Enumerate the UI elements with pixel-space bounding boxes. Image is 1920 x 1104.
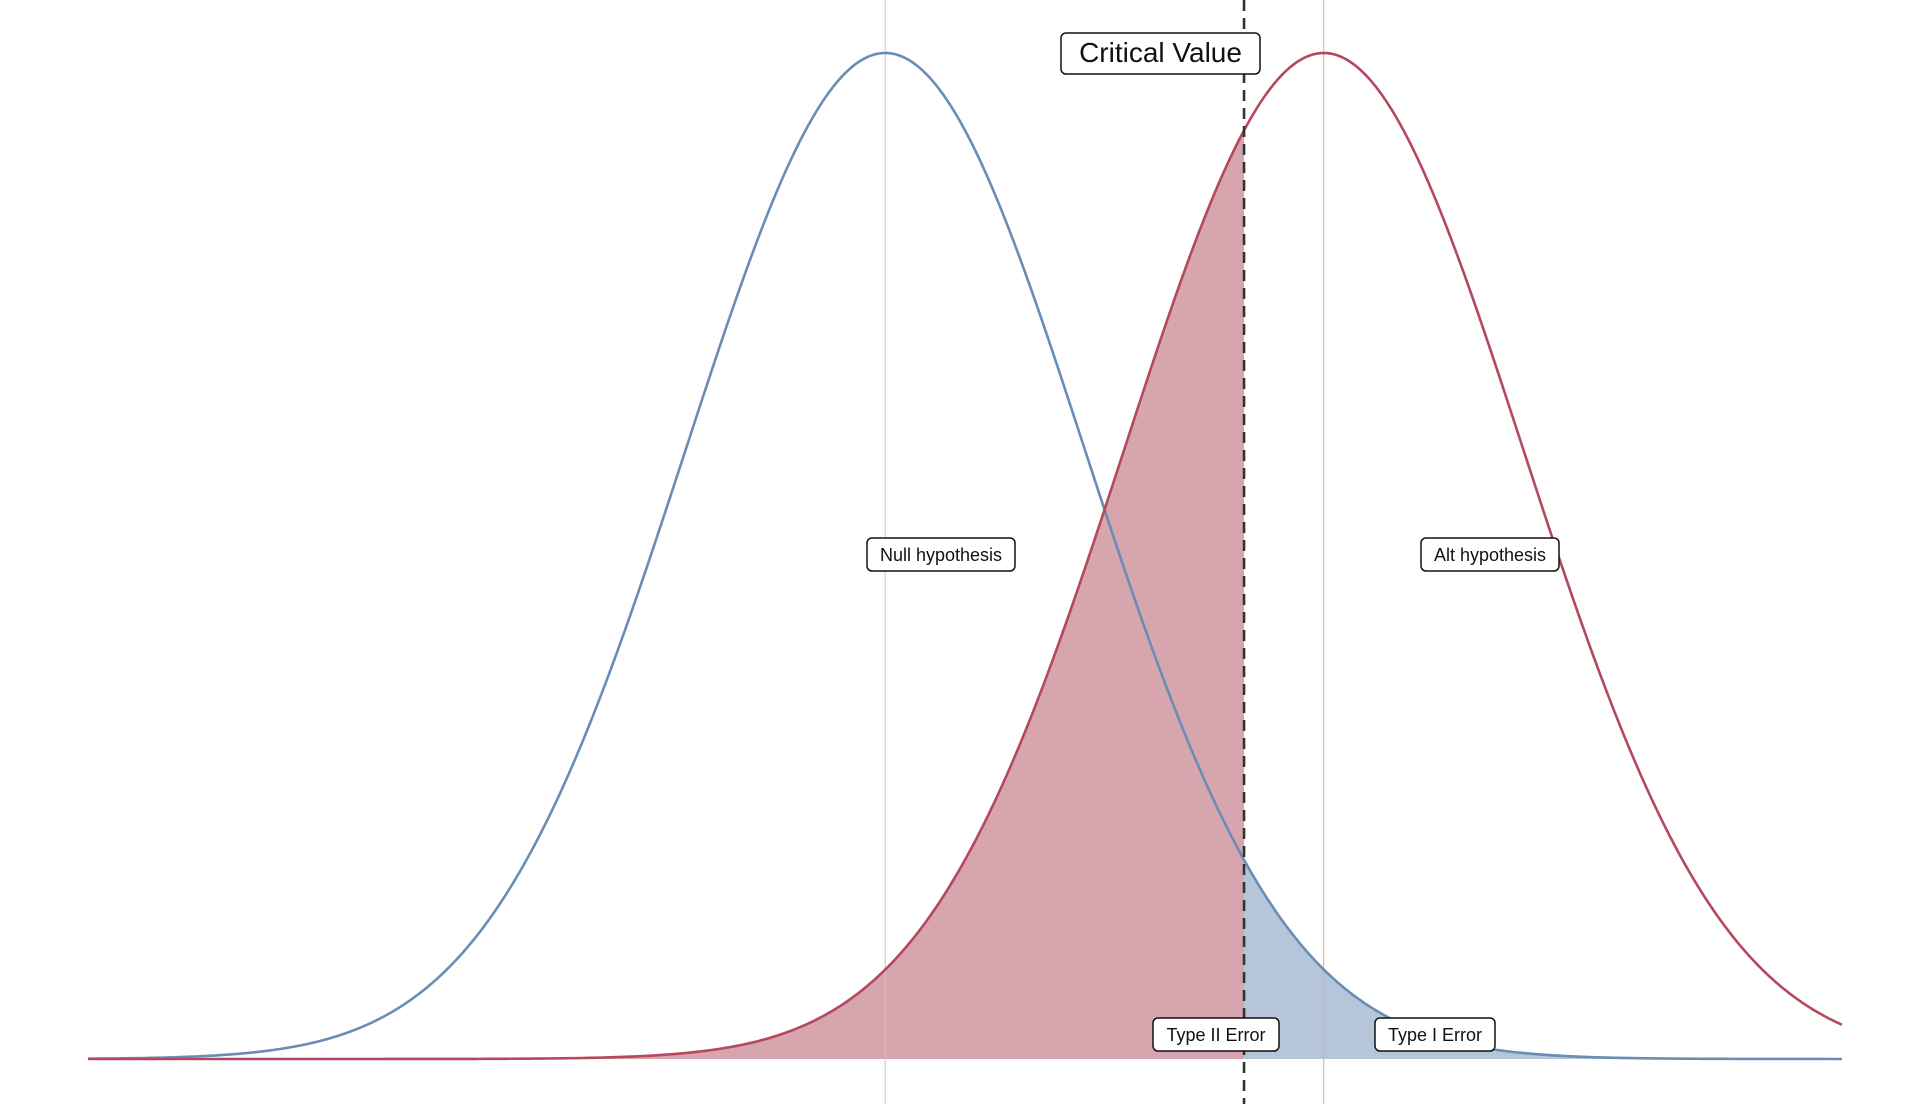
type-i-error-label: Type I Error	[1374, 1017, 1496, 1052]
null-hypothesis-curve	[87, 51, 1842, 1061]
type-ii-error-region	[88, 130, 1245, 1060]
alt-hypothesis-text: Alt hypothesis	[1434, 545, 1546, 565]
type-ii-error-label: Type II Error	[1152, 1017, 1280, 1052]
type-i-error-region	[1244, 859, 1842, 1059]
regions-layer	[88, 130, 1842, 1060]
type-ii-error-text: Type II Error	[1166, 1025, 1265, 1045]
alt-hypothesis-label: Alt hypothesis	[1420, 537, 1560, 572]
null-hypothesis-label: Null hypothesis	[866, 537, 1016, 572]
critical-value-label: Critical Value	[1060, 32, 1261, 75]
null-hypothesis-text: Null hypothesis	[880, 545, 1002, 565]
type-i-error-text: Type I Error	[1388, 1025, 1482, 1045]
alt-hypothesis-curve	[88, 51, 1843, 1061]
critical-value-text: Critical Value	[1079, 37, 1242, 68]
